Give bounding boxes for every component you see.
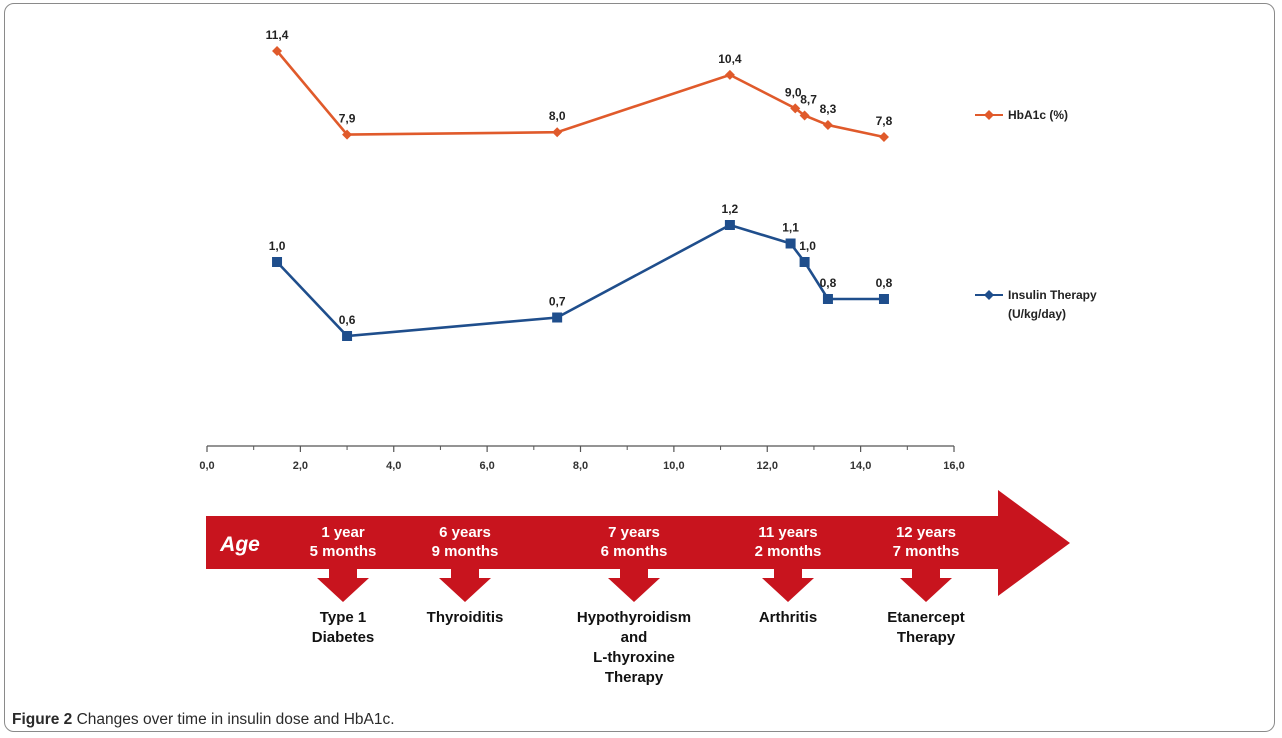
insulin-series: 1,00,60,71,21,11,00,8 0,8	[269, 202, 893, 341]
data-label: 1,1	[782, 221, 799, 235]
legend-insulin-label: Insulin Therapy	[1008, 288, 1097, 302]
data-point-diamond	[822, 120, 833, 131]
figure-frame	[4, 3, 1275, 732]
caption-label: Figure 2	[12, 711, 73, 728]
legend-hba1c-marker	[984, 110, 994, 120]
age-value-line1: 1 year	[321, 524, 365, 541]
data-label: 0,7	[549, 295, 566, 309]
data-point-square	[724, 220, 735, 230]
data-point-square	[822, 294, 833, 304]
series-line	[276, 223, 884, 338]
data-point-diamond	[272, 46, 283, 56]
data-label: 8,7	[800, 93, 817, 107]
data-point-square	[878, 294, 889, 304]
data-label: 0,8	[876, 276, 893, 290]
caption-text: Changes over time in insulin dose and Hb…	[72, 711, 395, 728]
event-pointer-arrow	[900, 565, 952, 602]
legend-hba1c-label: HbA1c (%)	[1008, 108, 1068, 122]
x-tick-label: 8,0	[573, 460, 588, 472]
event-label: Etanercept	[887, 609, 965, 626]
event-label: Type 1	[320, 609, 366, 626]
data-point-diamond	[724, 69, 735, 80]
data-label: 9,0	[785, 85, 802, 99]
age-value-line1: 6 years	[439, 524, 491, 541]
x-tick-label: 16,0	[943, 460, 964, 472]
age-value-line2: 9 months	[432, 543, 499, 560]
data-label: 1,0	[269, 239, 286, 253]
event-pointer-arrow	[317, 565, 369, 602]
data-label: 8,3	[820, 102, 837, 116]
event-label: Hypothyroidism	[577, 609, 691, 626]
event-pointer-arrow	[439, 565, 491, 602]
data-point-diamond	[790, 103, 801, 114]
data-label: 7,8	[876, 114, 893, 128]
age-value-line2: 5 months	[310, 543, 377, 560]
legend: HbA1c (%) Insulin Therapy (U/kg/day)	[975, 108, 1097, 321]
data-label: 8,0	[549, 109, 566, 123]
age-value-line2: 7 months	[893, 543, 960, 560]
x-tick-label: 0,0	[199, 460, 214, 472]
figure-caption: Figure 2 Changes over time in insulin do…	[12, 711, 395, 729]
data-label: 1,0	[799, 239, 816, 253]
data-point-diamond	[342, 129, 353, 140]
data-point-diamond	[878, 132, 889, 142]
event-label: Diabetes	[312, 629, 375, 646]
data-point-square	[785, 238, 796, 249]
event-label: Therapy	[605, 669, 664, 686]
x-tick-label: 2,0	[293, 460, 308, 472]
event-label: Arthritis	[759, 609, 817, 626]
x-tick-label: 12,0	[757, 460, 778, 472]
legend-insulin-unit: (U/kg/day)	[1008, 307, 1066, 321]
age-arrow	[206, 490, 1070, 596]
data-point-diamond	[552, 127, 563, 138]
x-tick-label: 14,0	[850, 460, 871, 472]
age-value-line1: 7 years	[608, 524, 660, 541]
data-label: 1,2	[722, 202, 739, 216]
data-point-square	[799, 257, 810, 267]
series-line	[276, 50, 885, 139]
age-value-line2: 2 months	[755, 543, 822, 560]
data-label: 0,8	[820, 276, 837, 290]
event-label: and	[621, 629, 648, 646]
data-label: 0,6	[339, 313, 356, 327]
hba1c-series: 11,4 7,9 8,0 10,4 9,08,78,3 7,8	[266, 28, 893, 142]
x-tick-label: 10,0	[663, 460, 684, 472]
data-point-diamond	[799, 110, 810, 121]
data-label: 7,9	[339, 112, 356, 126]
data-point-square	[552, 312, 563, 323]
x-tick-label: 6,0	[479, 460, 494, 472]
event-label: Thyroiditis	[427, 609, 504, 626]
x-axis: 0,0 2,0 4,0 6,0 8,0 10,0 12,0 14,0 16,0	[199, 445, 965, 472]
event-label: L-thyroxine	[593, 649, 675, 666]
age-value-line1: 12 years	[896, 524, 956, 541]
legend-insulin-marker	[984, 290, 994, 300]
age-value-line2: 6 months	[601, 543, 668, 560]
age-timeline: Age 1 year 5 months Type 1 Diabetes 6 years 9 …	[206, 490, 1070, 686]
age-value-line1: 11 years	[758, 524, 817, 541]
event-pointer-arrow	[608, 565, 660, 602]
data-point-square	[272, 257, 283, 267]
event-label: Therapy	[897, 629, 956, 646]
event-pointer-arrow	[762, 565, 814, 602]
x-tick-label: 4,0	[386, 460, 401, 472]
age-label: Age	[219, 533, 260, 556]
data-point-square	[342, 331, 353, 341]
data-label: 10,4	[718, 52, 742, 66]
data-label: 11,4	[266, 28, 289, 42]
